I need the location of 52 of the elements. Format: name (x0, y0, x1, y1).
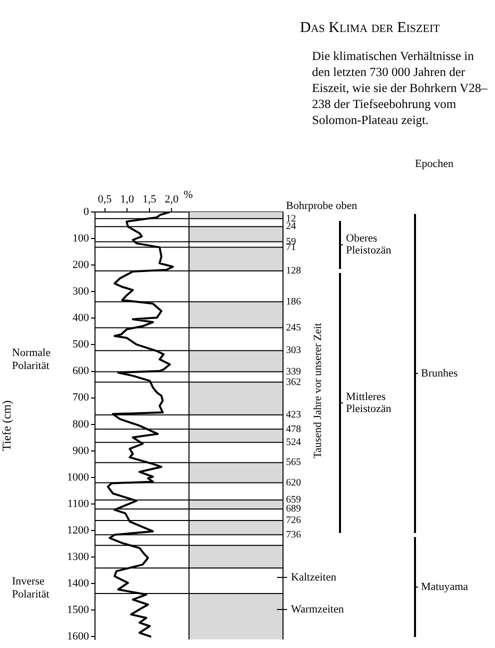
text: 478 (286, 424, 301, 435)
y-tick-label: 0 (84, 206, 90, 218)
y-tick-label: 300 (72, 286, 90, 298)
legend-title: Epochen (415, 158, 454, 170)
y-axis-title: Tiefe (cm) (0, 400, 14, 451)
text: 726 (286, 515, 301, 526)
text: 659 (286, 494, 301, 506)
y-tick-label: 1100 (67, 498, 90, 510)
y-tick-label: 600 (72, 365, 90, 378)
x-tick-label: 1,0 (120, 193, 134, 206)
y-tick-label: 400 (72, 312, 90, 324)
text: 736 (286, 529, 301, 540)
x-tick-label: 0,5 (98, 193, 112, 206)
text: Mittleres Pleistozän (346, 390, 392, 415)
text: Matuyama (421, 580, 468, 593)
y-tick-label: 700 (72, 392, 90, 404)
y-tick-label: 1300 (67, 550, 90, 563)
text: 245 (286, 322, 301, 334)
text: 565 (286, 457, 301, 468)
text: Brunhes (421, 367, 458, 380)
text: 524 (286, 437, 301, 448)
text: 362 (286, 376, 301, 388)
text: Kaltzeiten (291, 571, 337, 584)
y-tick-label: 1400 (67, 578, 90, 590)
y-tick-label: 1000 (67, 471, 90, 484)
text: 24 (286, 221, 296, 232)
y-tick-label: 800 (72, 418, 90, 430)
text: 303 (286, 345, 301, 356)
text: 186 (286, 296, 301, 308)
y-tick-label: 500 (72, 338, 90, 351)
text: Inverse Polarität (12, 576, 50, 601)
y-tick-label: 1500 (67, 604, 90, 616)
y-tick-label: 1200 (67, 524, 90, 536)
text: Bohrprobe oben (286, 200, 358, 212)
text: 339 (286, 366, 301, 378)
text: 423 (286, 409, 301, 420)
y-tick-label: 1600 (67, 630, 90, 643)
text: Warmzeiten (291, 603, 344, 616)
text: Normale Polarität (12, 346, 51, 372)
y-tick-label: 900 (72, 444, 90, 457)
text: Das Klima der Eiszeit (300, 20, 440, 37)
x-tick-label: 2,0 (164, 193, 179, 206)
text: 128 (286, 266, 301, 277)
text: Die klimatischen Verhältnisse in den letzten 730 000 Jahren der Eiszeit, wie sie der Bohrkern V28–238 der Tiefseebohrung vom Solomon-Plateau zeigt. (312, 48, 488, 128)
text: 689 (286, 504, 301, 515)
y-tick-label: 100 (72, 232, 90, 244)
text: 620 (286, 477, 301, 488)
x-axis-title: % (184, 188, 193, 201)
text: Oberes Pleistozän (346, 232, 392, 257)
x-tick-label: 1,5 (142, 193, 157, 206)
y2-axis-title: Tausend Jahre vor unserer Zeit (312, 322, 324, 458)
y-tick-label: 200 (72, 258, 90, 271)
